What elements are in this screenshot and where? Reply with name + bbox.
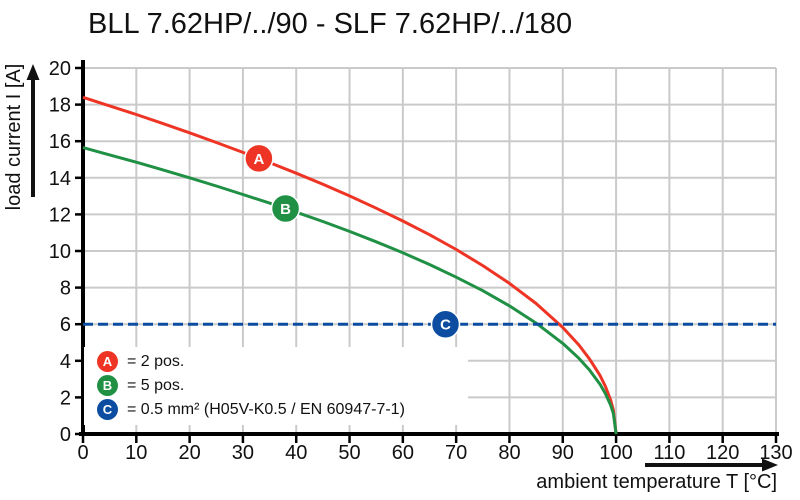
y-tick-label: 8: [60, 278, 71, 300]
curve-b: [82, 146, 618, 435]
y-tick-label: 10: [49, 241, 71, 263]
x-tick-label: 120: [706, 442, 739, 464]
y-tick-label: 2: [60, 387, 71, 409]
legend-label-5pos: = 5 pos.: [127, 376, 185, 394]
legend-label-2pos: = 2 pos.: [127, 352, 185, 370]
chart-marker-a-letter: A: [253, 151, 264, 168]
marker-c-badge: C: [97, 399, 118, 420]
chart-marker-a-badge: [244, 143, 274, 174]
x-tick-label: 0: [77, 442, 88, 464]
y-tick-label: 20: [49, 58, 71, 80]
curve-markers: A B C: [244, 143, 461, 339]
legend: A = 2 pos. B = 5 pos. C = 0.5 mm² (H05V-…: [84, 347, 468, 425]
x-axis-arrow-icon: [645, 458, 778, 472]
x-tick-label: 90: [552, 442, 574, 464]
legend-item-5pos: B = 5 pos.: [97, 374, 468, 397]
tick-labels: 0 2 4 6 8 10 12 14 16 18 20 0 10 20 30 40 50 60 70 80 90 100 1…: [49, 58, 793, 464]
x-tick-label: 100: [599, 442, 632, 464]
marker-b-badge: B: [97, 375, 118, 396]
legend-item-2pos: A = 2 pos.: [97, 350, 468, 373]
x-tick-label: 40: [285, 442, 307, 464]
marker-a-badge: A: [97, 351, 118, 372]
x-tick-label: 50: [338, 442, 360, 464]
x-tick-label: 130: [759, 442, 792, 464]
x-axis-title: ambient temperature T [°C]: [536, 471, 777, 493]
y-tick-label: 0: [60, 424, 71, 446]
y-tick-label: 16: [49, 131, 71, 153]
chart-marker-b-letter: B: [280, 201, 291, 218]
y-axis-title: load current I [A]: [3, 64, 25, 211]
y-axis-arrow-icon: [26, 64, 40, 197]
x-tick-label: 60: [392, 442, 414, 464]
x-tick-label: 30: [232, 442, 254, 464]
x-tick-label: 70: [445, 442, 467, 464]
chart-marker-c-letter: C: [440, 317, 451, 334]
y-tick-label: 12: [49, 204, 71, 226]
x-tick-label: 20: [178, 442, 200, 464]
chart-marker-b-badge: [270, 193, 301, 224]
x-tick-label: 10: [125, 442, 147, 464]
legend-label-wire: = 0.5 mm² (H05V-K0.5 / EN 60947-7-1): [127, 400, 405, 418]
curve-a: [82, 95, 618, 435]
y-tick-label: 14: [49, 168, 71, 190]
x-tick-label: 110: [653, 442, 685, 464]
chart-title: BLL 7.62HP/../90 - SLF 7.62HP/../180: [88, 8, 573, 40]
curves: [82, 95, 776, 435]
chart-marker-c-badge: [430, 309, 461, 339]
y-tick-label: 18: [49, 95, 71, 117]
y-tick-label: 4: [60, 351, 71, 373]
y-tick-label: 6: [60, 314, 71, 336]
x-tick-label: 80: [498, 442, 520, 464]
legend-item-wire: C = 0.5 mm² (H05V-K0.5 / EN 60947-7-1): [97, 398, 468, 421]
axes: [75, 60, 779, 443]
